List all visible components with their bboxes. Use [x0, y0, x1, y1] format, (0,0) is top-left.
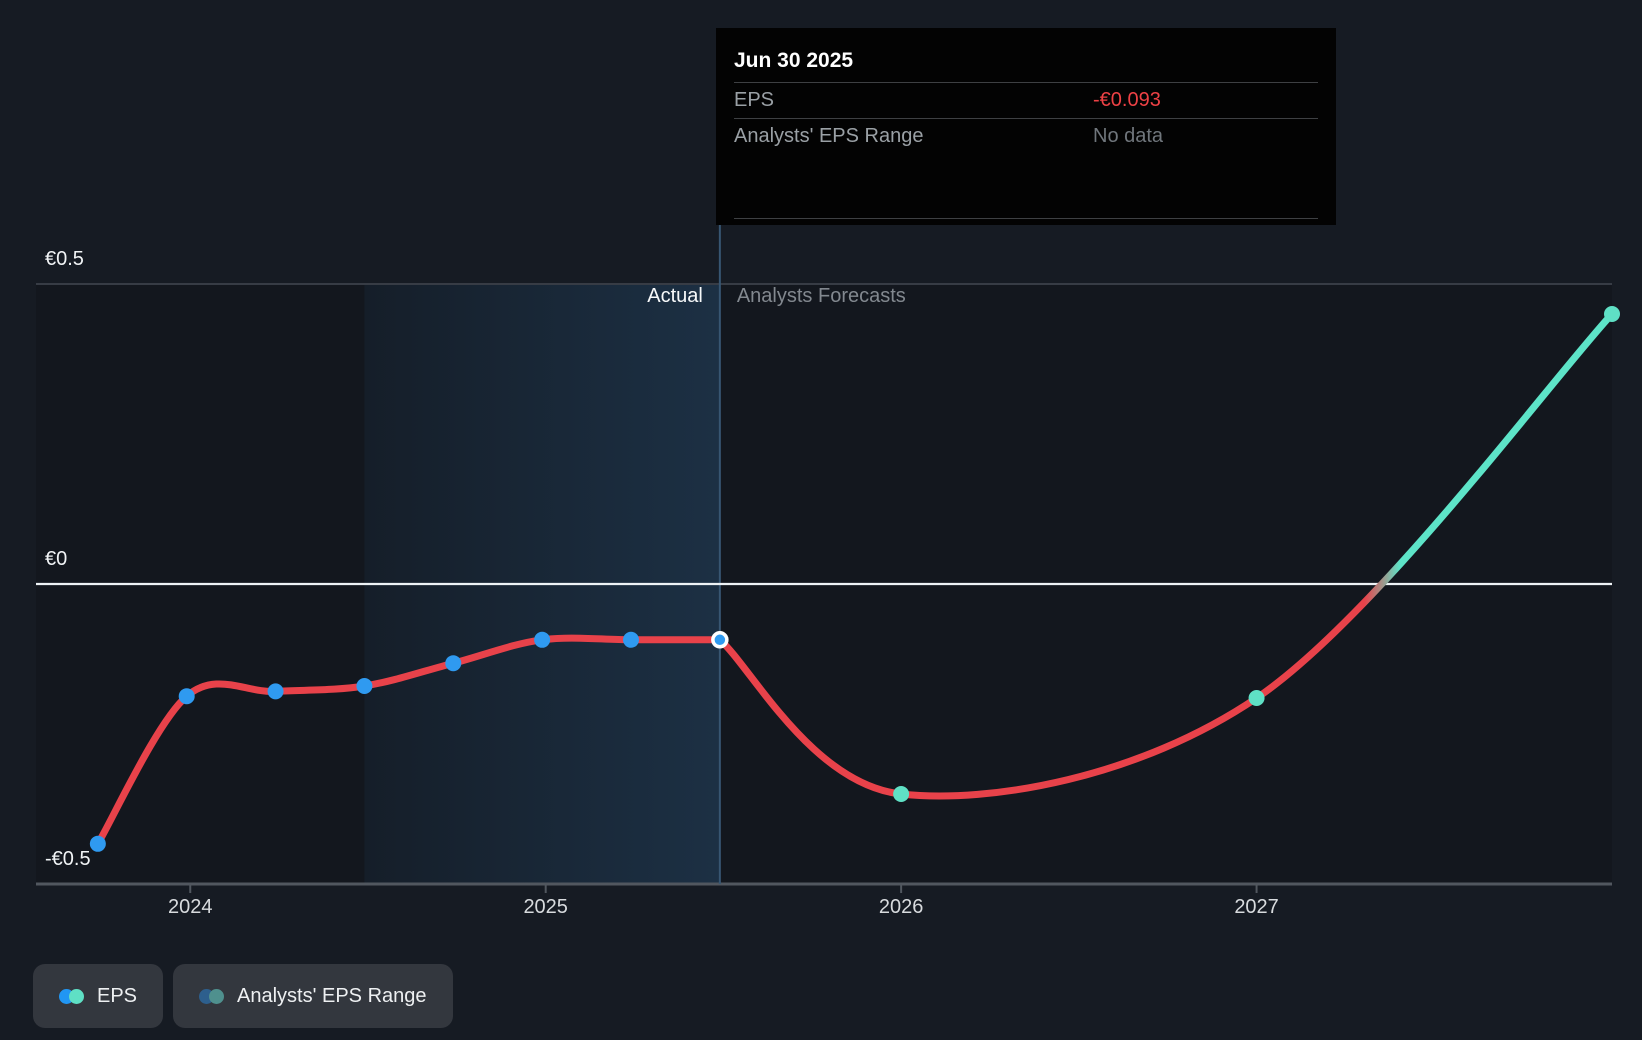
- legend-item-eps-range[interactable]: Analysts' EPS Range: [173, 964, 453, 1028]
- eps-legend-icon: [59, 988, 84, 1004]
- tooltip-row-range: Analysts' EPS Range No data: [734, 119, 1318, 154]
- data-point-boundary[interactable]: [711, 631, 729, 649]
- data-point-actual[interactable]: [445, 655, 462, 672]
- legend-label: Analysts' EPS Range: [237, 984, 427, 1007]
- tooltip-range-value: No data: [1093, 125, 1164, 147]
- legend-label: EPS: [97, 984, 138, 1007]
- tooltip-divider: [734, 218, 1318, 219]
- data-point-forecast[interactable]: [1248, 690, 1265, 706]
- data-point-actual[interactable]: [178, 688, 195, 705]
- eps-line-forecast: [716, 310, 1616, 800]
- tooltip-eps-label: EPS: [734, 89, 775, 111]
- x-axis-label-2027: 2027: [1234, 896, 1279, 918]
- forecast-section-label: Analysts Forecasts: [736, 285, 906, 307]
- chart-legend: EPS Analysts' EPS Range: [33, 964, 453, 1028]
- data-point-actual[interactable]: [622, 631, 639, 648]
- y-axis-label-neg05: -€0.5: [45, 848, 91, 870]
- data-point-forecast[interactable]: [1604, 306, 1620, 322]
- data-point-actual[interactable]: [89, 835, 106, 852]
- data-point-actual[interactable]: [534, 631, 551, 648]
- tooltip-eps-value: -€0.093: [1093, 89, 1161, 111]
- data-point-actual[interactable]: [356, 678, 373, 694]
- data-point-forecast[interactable]: [893, 786, 910, 802]
- teal-dot-icon: [69, 988, 84, 1004]
- x-axis-label-2024: 2024: [168, 896, 213, 918]
- tooltip-date: Jun 30 2025: [734, 49, 854, 72]
- x-axis-label-2026: 2026: [878, 896, 924, 918]
- tooltip-row-eps: EPS -€0.093: [734, 83, 1318, 118]
- tooltip: Jun 30 2025 EPS -€0.093 Analysts' EPS Ra…: [716, 28, 1336, 225]
- y-axis-label-05: €0.5: [45, 248, 84, 270]
- actual-section-label: Actual: [647, 285, 703, 307]
- tooltip-divider: [734, 118, 1318, 119]
- eps-range-legend-icon: [199, 988, 225, 1004]
- y-axis-label-0: €0: [45, 548, 68, 570]
- x-axis-label-2025: 2025: [523, 896, 568, 918]
- teal-dot-icon: [209, 988, 225, 1004]
- tooltip-range-label: Analysts' EPS Range: [734, 125, 924, 147]
- data-point-actual[interactable]: [267, 683, 284, 700]
- legend-item-eps[interactable]: EPS: [33, 964, 164, 1028]
- tooltip-divider: [734, 82, 1318, 83]
